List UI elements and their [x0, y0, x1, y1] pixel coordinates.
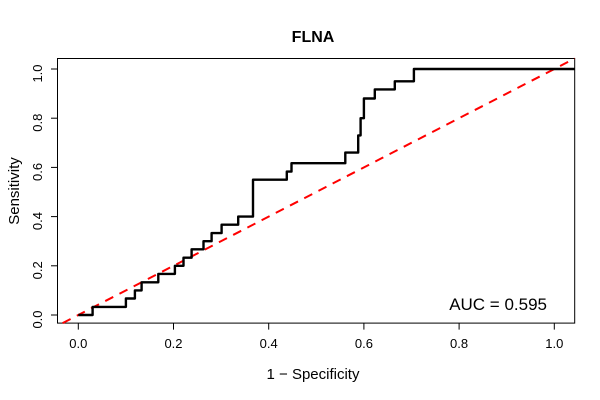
y-tick-label: 0.4	[30, 212, 45, 230]
x-tick-label: 1.0	[545, 336, 563, 351]
y-tick-label: 0.2	[30, 261, 45, 279]
y-tick-label: 0.0	[30, 310, 45, 328]
y-axis-label: Sensitivity	[6, 157, 23, 225]
chance-diagonal-line	[62, 57, 576, 324]
auc-annotation: AUC = 0.595	[449, 295, 547, 314]
x-axis-label: 1 − Specificity	[267, 366, 360, 383]
y-tick-label: 0.8	[30, 114, 45, 132]
x-tick-label: 0.2	[164, 336, 182, 351]
x-tick-label: 0.4	[260, 336, 278, 351]
x-axis-ticks: 0.0 0.2 0.4 0.6 0.8 1.0	[69, 323, 563, 351]
y-axis-ticks: 0.0 0.2 0.4 0.6 0.8 1.0	[30, 64, 58, 329]
plot-title: FLNA	[292, 29, 335, 46]
y-tick-label: 1.0	[30, 64, 45, 82]
roc-curve	[78, 67, 575, 317]
plot-box	[57, 58, 576, 324]
x-tick-label: 0.0	[69, 336, 87, 351]
x-tick-label: 0.8	[450, 336, 468, 351]
x-tick-label: 0.6	[355, 336, 373, 351]
y-tick-label: 0.6	[30, 163, 45, 181]
